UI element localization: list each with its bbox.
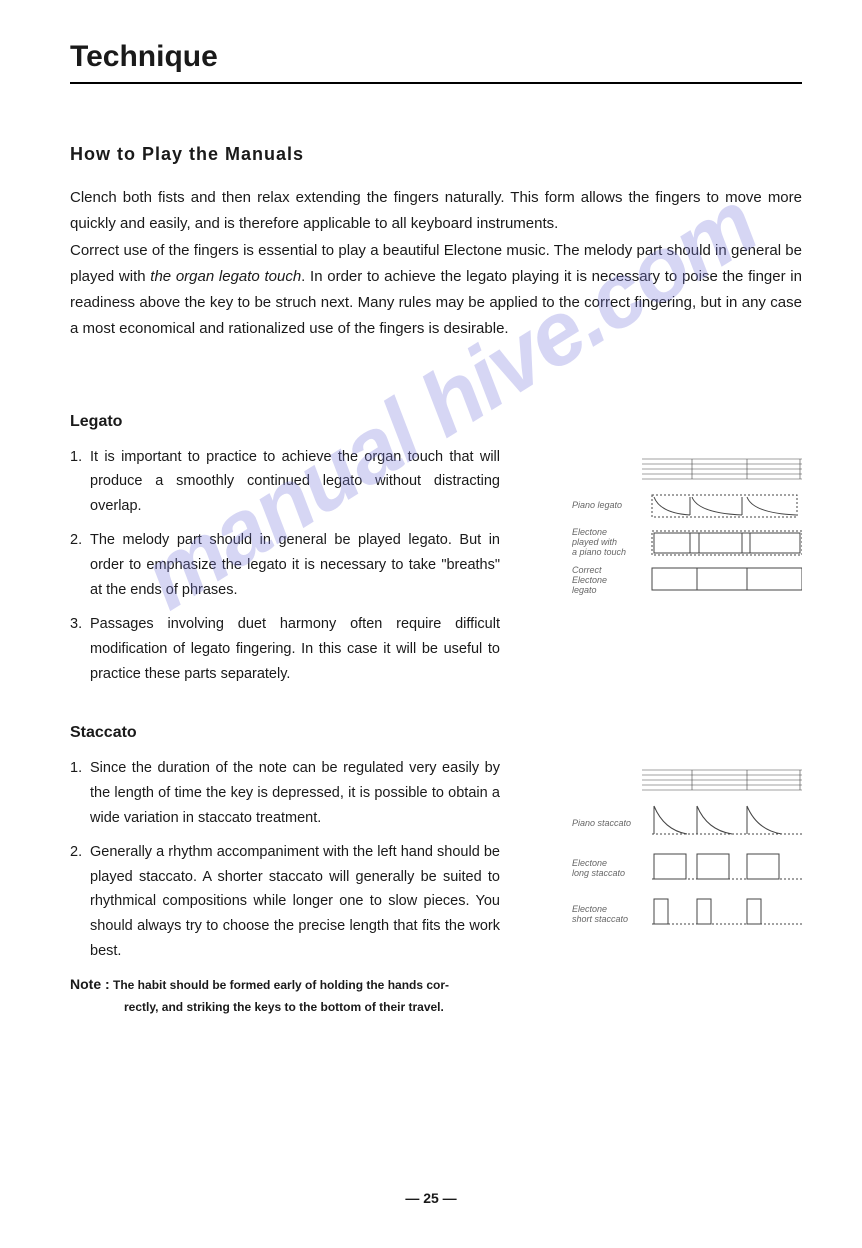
intro-p1: Clench both fists and then relax extendi… — [70, 189, 802, 232]
diagram-label: Correct — [572, 565, 602, 575]
list-item: 2.Generally a rhythm accompaniment with … — [70, 840, 500, 963]
legato-list: 1.It is important to practice to achieve… — [70, 445, 500, 687]
staccato-heading: Staccato — [70, 724, 500, 742]
diagram-label: short staccato — [572, 914, 628, 924]
list-item: 1.Since the duration of the note can be … — [70, 756, 500, 830]
diagram-label: played with — [572, 537, 617, 547]
diagram-label: Electone — [572, 575, 607, 585]
list-item: 3.Passages involving duet harmony often … — [70, 612, 500, 686]
staccato-list: 1.Since the duration of the note can be … — [70, 756, 500, 963]
diagram-label: Piano staccato — [572, 818, 631, 828]
note-label: Note : — [70, 976, 110, 992]
note-line2: rectly, and striking the keys to the bot… — [70, 997, 500, 1017]
list-item: 2.The melody part should in general be p… — [70, 528, 500, 602]
staccato-section: Staccato 1.Since the duration of the not… — [70, 724, 802, 1017]
diagram-label: legato — [572, 585, 597, 595]
note: Note : The habit should be formed early … — [70, 973, 500, 1017]
list-item: 1.It is important to practice to achieve… — [70, 445, 500, 519]
page-number: — 25 — — [0, 1190, 862, 1206]
diagram-label: long staccato — [572, 868, 625, 878]
legato-section: Legato 1.It is important to practice to … — [70, 413, 802, 697]
diagram-label: Piano legato — [572, 500, 622, 510]
diagram-label: Electone — [572, 904, 607, 914]
page-title: Technique — [70, 40, 802, 84]
diagram-label: a piano touch — [572, 547, 626, 557]
section-title: How to Play the Manuals — [70, 144, 802, 165]
intro-text: Clench both fists and then relax extendi… — [70, 185, 802, 343]
diagram-label: Electone — [572, 527, 607, 537]
diagram-label: Electone — [572, 858, 607, 868]
legato-heading: Legato — [70, 413, 500, 431]
note-line1: The habit should be formed early of hold… — [113, 978, 449, 992]
staccato-diagram: Piano staccato Electone long staccato — [572, 764, 802, 964]
intro-italic: the organ legato touch — [150, 268, 301, 285]
legato-diagram: Piano legato Electone played with a pian… — [572, 453, 802, 623]
